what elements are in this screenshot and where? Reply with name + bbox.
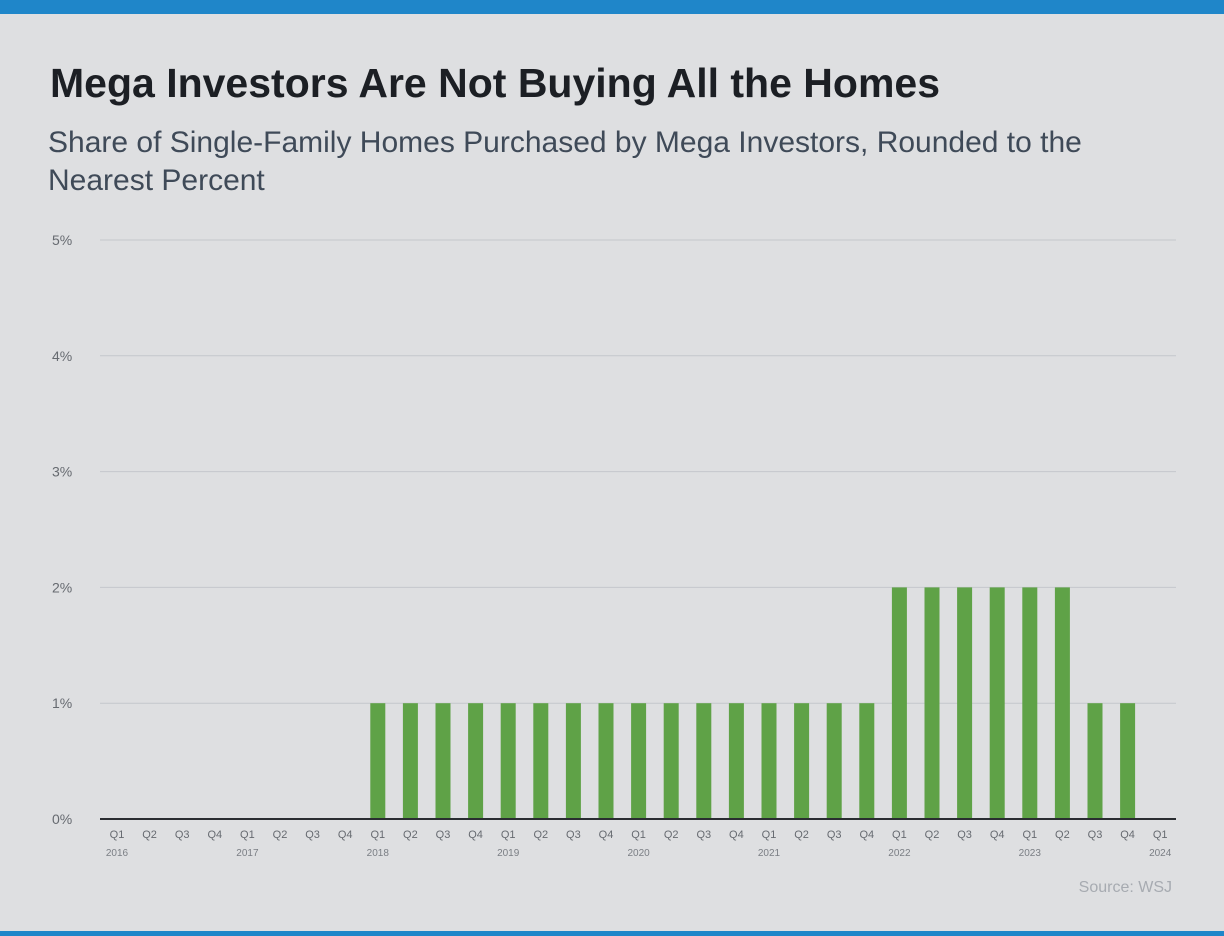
x-year-label: 2016 <box>106 848 129 859</box>
bar <box>794 703 810 819</box>
bar <box>924 587 940 819</box>
bar <box>1120 703 1136 819</box>
x-tick-label: Q4 <box>1120 829 1135 841</box>
bar <box>1022 587 1038 819</box>
bar <box>533 703 549 819</box>
bar <box>1087 703 1103 819</box>
x-tick-label: Q3 <box>696 829 711 841</box>
bar <box>696 703 712 819</box>
x-year-label: 2021 <box>758 848 781 859</box>
bar <box>598 703 614 819</box>
x-tick-label: Q2 <box>925 829 940 841</box>
y-tick-label: 2% <box>52 579 72 595</box>
chart-title: Mega Investors Are Not Buying All the Ho… <box>50 60 941 106</box>
bar <box>565 703 581 819</box>
x-tick-label: Q4 <box>468 829 483 841</box>
y-tick-label: 3% <box>52 464 72 480</box>
x-tick-label: Q2 <box>794 829 809 841</box>
bar <box>370 703 386 819</box>
x-tick-label: Q3 <box>1088 829 1103 841</box>
bar <box>663 703 679 819</box>
x-tick-label: Q4 <box>207 829 222 841</box>
x-tick-label: Q1 <box>370 829 385 841</box>
y-tick-label: 1% <box>52 695 72 711</box>
bar <box>468 703 484 819</box>
x-year-label: 2018 <box>367 848 390 859</box>
x-tick-label: Q2 <box>1055 829 1070 841</box>
x-tick-label: Q2 <box>142 829 157 841</box>
x-year-label: 2017 <box>236 848 259 859</box>
bar <box>728 703 744 819</box>
bar <box>500 703 516 819</box>
top-accent-bar <box>0 0 1224 14</box>
x-tick-label: Q1 <box>762 829 777 841</box>
x-tick-label: Q3 <box>957 829 972 841</box>
y-tick-label: 5% <box>52 232 72 248</box>
bar <box>631 703 647 819</box>
x-year-label: 2024 <box>1149 848 1172 859</box>
chart-subtitle: Share of Single-Family Homes Purchased b… <box>48 126 1082 197</box>
x-tick-label: Q2 <box>273 829 288 841</box>
x-tick-label: Q4 <box>990 829 1005 841</box>
bar <box>989 587 1005 819</box>
bar <box>891 587 907 819</box>
bar <box>1054 587 1070 819</box>
x-tick-label: Q3 <box>827 829 842 841</box>
bar <box>435 703 451 819</box>
y-tick-label: 4% <box>52 348 72 364</box>
source-note: Source: WSJ <box>1078 879 1172 896</box>
x-tick-label: Q1 <box>110 829 125 841</box>
x-tick-label: Q2 <box>403 829 418 841</box>
x-year-label: 2022 <box>888 848 911 859</box>
x-tick-label: Q4 <box>599 829 614 841</box>
x-tick-label: Q4 <box>859 829 874 841</box>
x-year-label: 2019 <box>497 848 520 859</box>
bar <box>957 587 973 819</box>
x-year-label: 2023 <box>1019 848 1042 859</box>
x-tick-label: Q1 <box>1153 829 1168 841</box>
x-tick-label: Q1 <box>240 829 255 841</box>
bar <box>402 703 418 819</box>
bar <box>761 703 777 819</box>
bottom-accent-bar <box>0 931 1224 936</box>
x-tick-label: Q2 <box>664 829 679 841</box>
bar <box>859 703 875 819</box>
x-tick-label: Q3 <box>566 829 581 841</box>
x-tick-label: Q4 <box>338 829 353 841</box>
x-tick-label: Q1 <box>501 829 516 841</box>
x-tick-label: Q3 <box>436 829 451 841</box>
x-tick-label: Q1 <box>631 829 646 841</box>
x-tick-label: Q3 <box>305 829 320 841</box>
x-tick-label: Q1 <box>1022 829 1037 841</box>
y-tick-label: 0% <box>52 811 72 827</box>
x-tick-label: Q3 <box>175 829 190 841</box>
x-tick-label: Q1 <box>892 829 907 841</box>
x-year-label: 2020 <box>627 848 650 859</box>
bar <box>826 703 842 819</box>
x-tick-label: Q2 <box>533 829 548 841</box>
x-tick-label: Q4 <box>729 829 744 841</box>
